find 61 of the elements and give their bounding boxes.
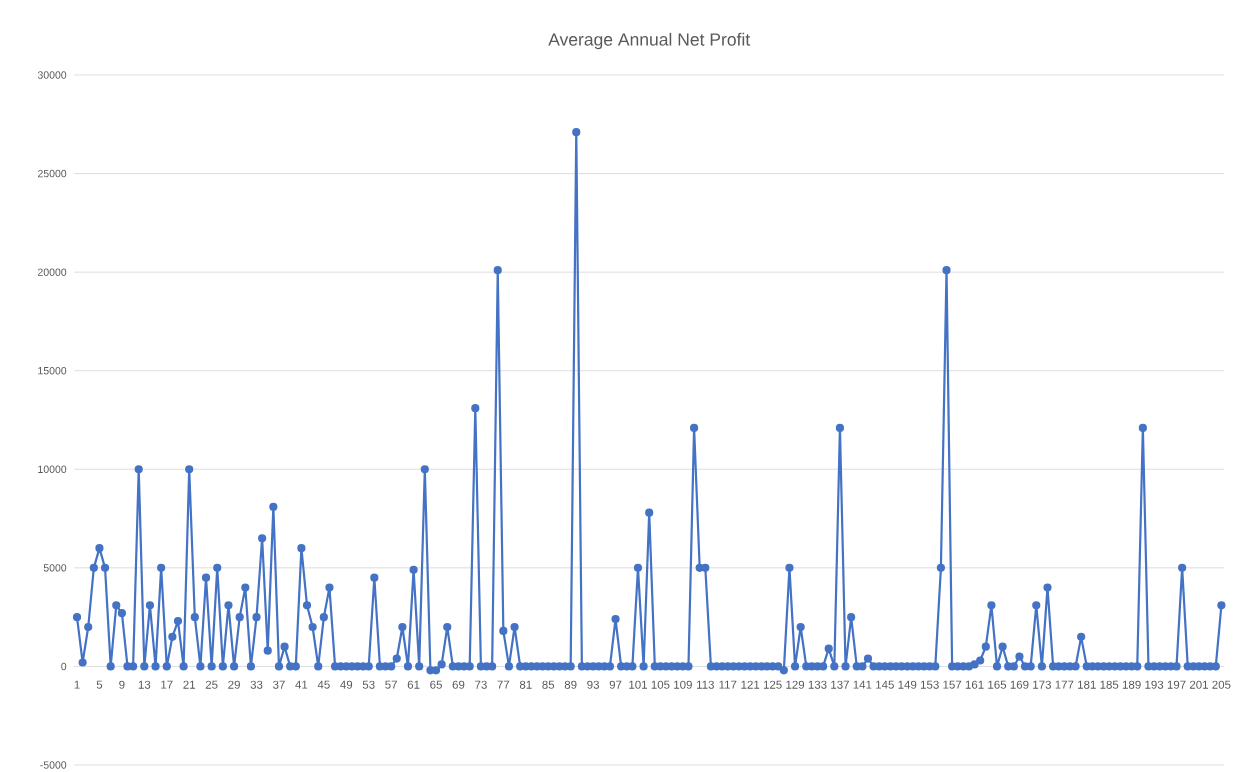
- x-tick-label: 37: [273, 680, 285, 689]
- x-tick-label: 49: [340, 680, 353, 689]
- x-tick-label: 13: [138, 680, 151, 689]
- y-tick-label: 15000: [38, 366, 67, 375]
- x-tick-label: 29: [228, 680, 240, 689]
- x-tick-label: 121: [741, 680, 760, 689]
- x-tick-label: 137: [831, 680, 849, 689]
- x-tick-label: 181: [1078, 680, 1096, 689]
- y-tick-label: -5000: [40, 761, 67, 769]
- x-tick-label: 57: [385, 680, 397, 689]
- x-tick-label: 5: [96, 680, 103, 689]
- y-tick-label: 20000: [38, 268, 67, 276]
- x-tick-label: 69: [452, 680, 465, 689]
- y-tick-label: 5000: [43, 564, 67, 572]
- x-tick-label: 77: [497, 680, 510, 689]
- x-tick-label: 113: [697, 680, 714, 689]
- x-tick-label: 105: [651, 680, 670, 689]
- x-tick-label: 21: [183, 680, 196, 689]
- x-tick-label: 173: [1033, 680, 1051, 689]
- x-tick-label: 205: [1212, 680, 1231, 689]
- x-tick-label: 97: [609, 680, 622, 689]
- y-tick-label: 25000: [38, 169, 67, 178]
- x-tick-label: 125: [763, 680, 782, 689]
- x-tick-label: 53: [362, 680, 375, 689]
- x-tick-label: 157: [943, 680, 962, 689]
- x-tick-label: 133: [808, 680, 827, 689]
- y-tick-label: 30000: [37, 71, 67, 79]
- y-tick-label: 10000: [38, 465, 67, 473]
- x-tick-label: 9: [119, 680, 125, 689]
- x-tick-label: 189: [1122, 680, 1141, 689]
- x-tick-label: 25: [205, 680, 218, 689]
- x-tick-label: 65: [430, 680, 442, 689]
- x-tick-label: 165: [988, 680, 1007, 689]
- x-tick-label: 117: [719, 680, 737, 689]
- x-tick-label: 61: [407, 680, 420, 689]
- x-tick-label: 153: [920, 680, 939, 689]
- x-tick-label: 1: [74, 680, 80, 689]
- x-tick-label: 169: [1010, 680, 1029, 689]
- chart-title: Average Annual Net Profit: [548, 32, 751, 50]
- x-tick-label: 185: [1100, 680, 1119, 689]
- x-tick-label: 193: [1145, 680, 1164, 689]
- x-tick-label: 45: [317, 680, 330, 689]
- x-tick-label: 141: [853, 680, 872, 689]
- x-tick-label: 73: [475, 680, 487, 689]
- x-tick-label: 17: [161, 680, 173, 689]
- x-tick-label: 101: [629, 680, 648, 689]
- x-tick-label: 161: [965, 680, 984, 689]
- x-tick-label: 89: [564, 680, 577, 689]
- x-tick-label: 145: [876, 680, 894, 689]
- x-tick-label: 81: [519, 680, 532, 689]
- x-tick-label: 149: [898, 680, 917, 689]
- x-tick-label: 109: [674, 680, 692, 689]
- x-tick-label: 177: [1055, 680, 1074, 689]
- x-tick-label: 33: [250, 680, 263, 689]
- x-tick-label: 129: [786, 680, 805, 689]
- x-tick-label: 197: [1167, 680, 1186, 689]
- x-tick-label: 93: [587, 680, 599, 689]
- x-tick-label: 41: [295, 680, 308, 689]
- x-tick-label: 201: [1189, 680, 1208, 689]
- y-tick-label: 0: [61, 662, 67, 671]
- x-tick-label: 85: [542, 680, 555, 689]
